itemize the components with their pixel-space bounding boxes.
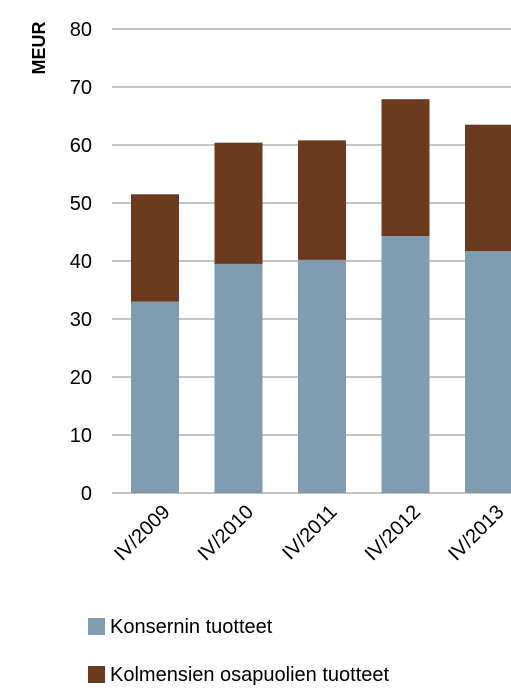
bar-kolmensien-3 <box>298 140 346 260</box>
bars <box>131 99 511 493</box>
bar-kolmensien-1 <box>131 194 179 302</box>
bar-konsernin-5 <box>465 251 511 493</box>
y-tick-label: 50 <box>70 193 92 215</box>
legend-swatch <box>88 618 105 635</box>
x-axis-ticks: IV/2009 IV/2010 IV/2011 IV/2012 IV/2013 <box>110 501 508 565</box>
y-axis-ticks: 0 10 20 30 40 50 60 70 80 <box>70 19 92 505</box>
y-tick-label: 80 <box>70 19 92 41</box>
y-tick-label: 10 <box>70 425 92 447</box>
bar-konsernin-1 <box>131 301 179 493</box>
bar-konsernin-3 <box>298 259 346 493</box>
bar-kolmensien-5 <box>465 124 511 252</box>
bar-kolmensien-2 <box>214 142 263 264</box>
y-tick-label: 70 <box>70 77 92 99</box>
x-tick-label: IV/2012 <box>361 501 425 565</box>
y-tick-label: 40 <box>70 251 92 273</box>
x-tick-label: IV/2010 <box>194 501 258 565</box>
x-tick-label: IV/2009 <box>110 501 174 565</box>
y-tick-label: 60 <box>70 135 92 157</box>
legend-swatch <box>88 666 105 683</box>
bar-konsernin-2 <box>214 263 263 493</box>
x-tick-label: IV/2011 <box>278 501 341 564</box>
legend: Konsernin tuotteet Kolmensien osapuolien … <box>88 616 390 686</box>
bar-kolmensien-4 <box>381 99 430 237</box>
legend-label: Konsernin tuotteet <box>110 616 273 638</box>
x-tick-label: IV/2013 <box>444 501 508 565</box>
y-tick-label: 0 <box>81 483 92 505</box>
y-axis-title: MEUR <box>29 22 49 75</box>
y-tick-label: 30 <box>70 309 92 331</box>
bar-konsernin-4 <box>381 236 430 493</box>
y-tick-label: 20 <box>70 367 92 389</box>
legend-label: Kolmensien osapuolien tuotteet <box>110 664 390 686</box>
